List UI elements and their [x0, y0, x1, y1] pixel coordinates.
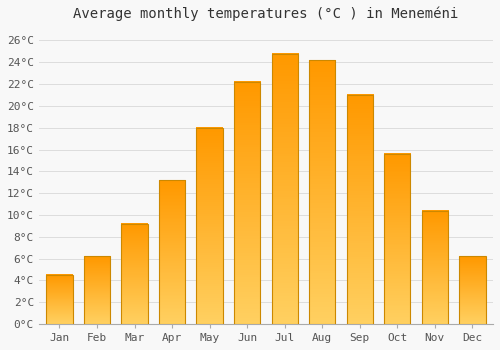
Bar [422, 211, 448, 324]
Bar [196, 128, 223, 324]
Bar [46, 275, 72, 324]
Bar [384, 154, 410, 324]
Bar [159, 180, 185, 324]
Bar [309, 60, 336, 324]
Bar [234, 82, 260, 324]
Bar [346, 95, 373, 324]
Bar [122, 224, 148, 324]
Bar [272, 54, 298, 324]
Bar [84, 257, 110, 324]
Title: Average monthly temperatures (°C ) in Meneméni: Average monthly temperatures (°C ) in Me… [74, 7, 458, 21]
Bar [460, 257, 485, 324]
